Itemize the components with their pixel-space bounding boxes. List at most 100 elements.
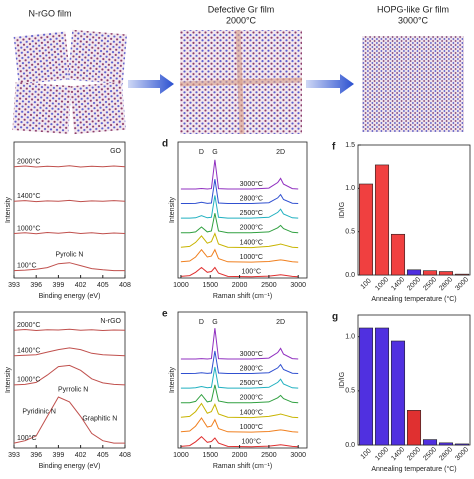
series-label: 1000°C — [240, 423, 263, 431]
series-label: 2800°C — [240, 364, 263, 372]
series-label: 2000°C — [240, 394, 263, 402]
x-tick-label: 399 — [53, 282, 65, 289]
series-label: 1400°C — [17, 192, 40, 200]
y-axis-label: ID/IG — [339, 372, 346, 388]
y-tick-label: 0.0 — [345, 442, 355, 449]
annotation: Pyrolic N — [55, 251, 83, 258]
film-temperature: 3000°C — [398, 15, 429, 25]
spectrum — [180, 232, 299, 249]
film-label: N-rGO film — [29, 8, 72, 18]
series-label: 2000°C — [240, 224, 263, 232]
x-tick-label: 1000 — [173, 452, 189, 459]
x-axis-label: Raman shift (cm⁻¹) — [213, 463, 272, 470]
y-tick-label: 0.5 — [345, 229, 355, 236]
series-label: 100°C — [242, 438, 262, 446]
x-tick-label: 1500 — [202, 282, 218, 289]
x-tick-label: 2000 — [232, 282, 248, 289]
film-temperature: 2000°C — [226, 15, 257, 25]
domain — [13, 31, 71, 85]
panel-letter: g — [332, 312, 338, 323]
bar — [406, 269, 422, 276]
x-tick-label: 2800 — [438, 446, 454, 462]
film-label: HOPG-like Gr film — [377, 4, 449, 14]
panel-letter: e — [162, 309, 168, 320]
spectrum — [180, 266, 299, 278]
y-axis-label: Intensity — [169, 196, 176, 223]
x-tick-label: 1000 — [374, 276, 390, 292]
spectrum — [13, 231, 126, 235]
spectrum — [13, 199, 126, 203]
x-tick-label: 396 — [30, 452, 42, 459]
annotation: 2D — [276, 149, 285, 156]
series-label: 1400°C — [17, 347, 40, 355]
spectrum — [180, 436, 299, 448]
x-tick-label: 2500 — [422, 276, 438, 292]
domain — [12, 82, 72, 134]
spectrum — [13, 396, 125, 444]
defect — [179, 77, 303, 87]
plot-frame — [177, 311, 308, 449]
annotation: G — [212, 149, 217, 156]
y-axis-label: Intensity — [169, 366, 176, 393]
chart-title: GO — [110, 148, 121, 155]
x-tick-label: 1400 — [390, 276, 406, 292]
panel-letter: f — [332, 142, 336, 153]
annotation: G — [212, 319, 217, 326]
series-label: 1400°C — [240, 408, 263, 416]
spectrum — [13, 165, 126, 168]
x-tick-label: 2500 — [261, 282, 277, 289]
x-tick-label: 393 — [8, 452, 20, 459]
y-tick-label: 1.0 — [345, 185, 355, 192]
spectrum — [180, 179, 299, 204]
film-label: Defective Gr film — [208, 4, 275, 14]
y-tick-label: 1.5 — [345, 142, 355, 149]
bar — [406, 410, 422, 446]
x-tick-label: 3000 — [290, 282, 306, 289]
bar — [438, 271, 454, 276]
y-tick-label: 1.0 — [345, 334, 355, 341]
annotation: Graphitic N — [82, 416, 117, 423]
x-axis-label: Binding energy (eV) — [39, 463, 101, 470]
y-axis-label: Intensity — [5, 196, 12, 223]
bar — [374, 164, 390, 276]
x-tick-label: 402 — [75, 282, 87, 289]
bar — [422, 270, 438, 276]
x-tick-label: 2000 — [406, 446, 422, 462]
annotation: D — [199, 319, 204, 326]
series-label: 100°C — [17, 261, 37, 269]
x-tick-label: 2500 — [261, 452, 277, 459]
series-label: 2000°C — [17, 158, 40, 166]
spectrum — [180, 384, 299, 404]
x-axis-label: Binding energy (eV) — [39, 293, 101, 300]
x-tick-label: 3000 — [454, 446, 470, 462]
spectrum — [180, 366, 299, 389]
series-label: 100°C — [17, 434, 37, 442]
bar — [390, 340, 406, 446]
x-axis-label: Annealing temperature (°C) — [371, 295, 456, 303]
chart-title: N-rGO — [100, 318, 121, 325]
domain — [70, 81, 126, 135]
x-tick-label: 405 — [97, 452, 109, 459]
series-label: 100°C — [242, 268, 262, 276]
bar — [454, 443, 470, 446]
x-tick-label: 100 — [360, 278, 373, 291]
series-label: 3000°C — [240, 350, 263, 358]
arrow — [128, 74, 174, 94]
x-tick-label: 408 — [119, 452, 131, 459]
spectrum — [13, 364, 126, 386]
spectrum — [13, 328, 126, 332]
x-tick-label: 100 — [360, 448, 373, 461]
x-tick-label: 399 — [53, 452, 65, 459]
film — [362, 36, 464, 132]
arrow — [306, 74, 354, 94]
series-label: 1000°C — [17, 224, 40, 232]
annotation: 2D — [276, 319, 285, 326]
series-label: 2800°C — [240, 194, 263, 202]
domain — [67, 29, 128, 85]
bar — [422, 439, 438, 446]
series-label: 1400°C — [240, 238, 263, 246]
schematic: N-rGO film Defective Gr film 2000°C HOPG… — [12, 4, 464, 135]
series-label: 2000°C — [17, 321, 40, 329]
spectrum — [180, 417, 299, 433]
spectrum — [180, 213, 299, 234]
